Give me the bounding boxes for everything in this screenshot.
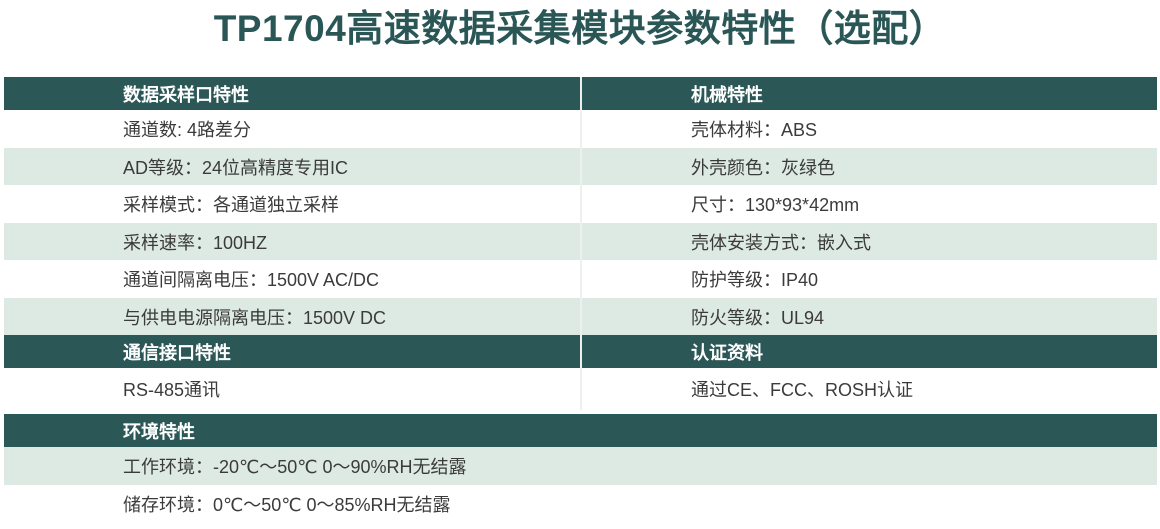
section-header-row-2: 通信接口特性 认证资料 [4, 335, 1157, 369]
table-row: 通道间隔离电压：1500V AC/DC 防护等级：IP40 [4, 260, 1157, 298]
spec-cell-right: 尺寸：130*93*42mm [691, 195, 860, 216]
page-title: TP1704高速数据采集模块参数特性（选配） [213, 8, 947, 49]
table-row: 与供电电源隔离电压：1500V DC 防火等级：UL94 [4, 297, 1157, 336]
spec-cell-left: RS-485通讯 [4, 368, 582, 411]
spec-table: 数据采样口特性 机械特性 通道数: 4路差分 壳体材料：ABS AD等级：24位… [4, 77, 1157, 523]
spec-cell-right: 外壳颜色：灰绿色 [691, 157, 835, 178]
table-row: RS-485通讯 通过CE、FCC、ROSH认证 [4, 368, 1157, 411]
section-gap [4, 410, 1157, 415]
spec-cell-left: 与供电电源隔离电压：1500V DC [4, 297, 582, 336]
section-header-row-1: 数据采样口特性 机械特性 [4, 77, 1157, 111]
spec-cell-left: AD等级：24位高精度专用IC [4, 147, 582, 186]
spec-cell-right: 壳体安装方式：嵌入式 [691, 232, 871, 253]
header-communication: 通信接口特性 [4, 335, 582, 369]
spec-cell-left: 通道间隔离电压：1500V AC/DC [4, 260, 582, 298]
spec-cell-left: 采样模式：各通道独立采样 [4, 185, 582, 223]
spec-cell-left: 采样速率：100HZ [4, 222, 582, 261]
spec-cell-right: 通过CE、FCC、ROSH认证 [691, 380, 914, 401]
table-row: AD等级：24位高精度专用IC 外壳颜色：灰绿色 [4, 147, 1157, 186]
spec-cell-left: 通道数: 4路差分 [4, 110, 582, 148]
spec-cell-right: 壳体材料：ABS [691, 120, 818, 141]
spec-cell-right: 防火等级：UL94 [691, 307, 825, 328]
table-row: 采样模式：各通道独立采样 尺寸：130*93*42mm [4, 185, 1157, 223]
table-row: 储存环境：0℃～50℃ 0～85%RH无结露 [4, 485, 1157, 523]
header-environment: 环境特性 [4, 414, 1157, 448]
table-row: 工作环境：-20℃～50℃ 0～90%RH无结露 [4, 447, 1157, 486]
spec-cell-right: 防护等级：IP40 [691, 270, 819, 291]
table-row: 通道数: 4路差分 壳体材料：ABS [4, 110, 1157, 148]
header-mechanical: 机械特性 [582, 77, 1157, 111]
header-data-sampling: 数据采样口特性 [4, 77, 582, 111]
table-row: 采样速率：100HZ 壳体安装方式：嵌入式 [4, 222, 1157, 261]
header-certification: 认证资料 [582, 335, 1157, 369]
